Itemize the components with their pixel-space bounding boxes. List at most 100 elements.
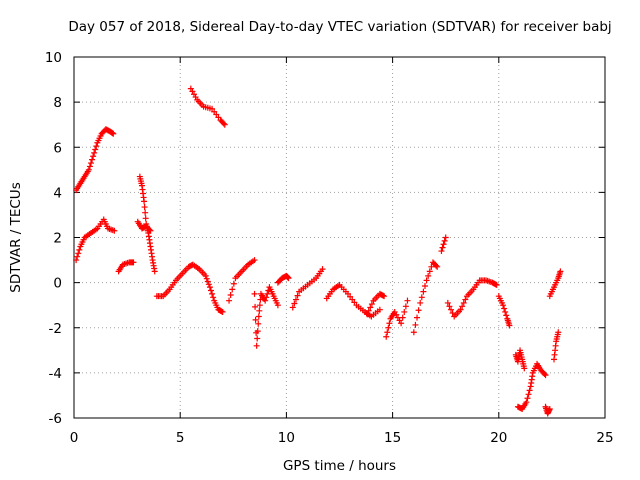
data-point — [230, 280, 237, 287]
data-point — [130, 259, 137, 266]
data-point — [146, 226, 153, 233]
data-point — [501, 305, 508, 312]
data-point — [546, 405, 553, 412]
data-point — [319, 266, 326, 273]
data-point — [229, 286, 236, 293]
data-point — [434, 263, 441, 270]
data-point — [503, 312, 510, 319]
data-point — [440, 241, 447, 248]
x-tick-label: 20 — [490, 430, 507, 446]
series-arc-14 — [383, 297, 411, 340]
data-point — [87, 160, 94, 167]
data-point — [289, 304, 296, 311]
data-point — [386, 320, 393, 327]
series-arc-01 — [73, 126, 117, 194]
data-point — [219, 308, 226, 315]
series-arc-15 — [410, 259, 441, 336]
data-point — [76, 246, 83, 253]
data-point — [502, 308, 509, 315]
data-point — [73, 257, 80, 264]
data-point — [525, 391, 532, 398]
data-point — [401, 308, 408, 315]
y-axis-label: SDTVAR / TECUs — [8, 182, 24, 292]
data-point — [92, 146, 99, 153]
data-point — [205, 281, 212, 288]
series-arc-05 — [134, 218, 154, 234]
data-point — [294, 292, 301, 299]
data-point — [433, 262, 440, 269]
data-point — [262, 297, 269, 304]
data-point — [404, 297, 411, 304]
series-arc-22 — [546, 268, 564, 300]
data-point — [438, 248, 445, 255]
data-point — [398, 320, 405, 327]
axis-ticks: 0 5 10 15 20 25 -6 -4 -2 0 2 4 6 8 10 — [45, 50, 614, 446]
data-point — [457, 306, 464, 313]
x-axis-label: GPS time / hours — [283, 458, 396, 474]
data-point — [423, 277, 430, 284]
data-point — [252, 316, 259, 323]
series-arc-17 — [444, 277, 500, 320]
data-point — [253, 342, 260, 349]
data-point — [226, 297, 233, 304]
data-point — [367, 304, 374, 311]
data-point — [555, 329, 562, 336]
series-arc-18 — [495, 293, 513, 329]
y-tick-label: 4 — [53, 185, 62, 201]
data-point — [142, 209, 149, 216]
data-point — [426, 268, 433, 275]
data-point — [365, 307, 372, 314]
series-arc-06 — [153, 261, 226, 315]
data-points — [73, 85, 564, 417]
y-tick-label: 6 — [53, 140, 62, 156]
data-point — [85, 166, 92, 173]
series-arc-10 — [274, 272, 292, 286]
data-point — [417, 299, 424, 306]
data-point — [256, 302, 263, 309]
data-point — [383, 333, 390, 340]
data-point — [147, 227, 154, 234]
series-arc-07 — [187, 85, 228, 128]
data-point — [410, 329, 417, 336]
data-point — [524, 395, 531, 402]
data-point — [220, 120, 227, 127]
data-point — [421, 283, 428, 290]
data-point — [439, 244, 446, 251]
grid-lines — [74, 57, 605, 418]
y-tick-label: 10 — [45, 50, 62, 66]
data-point — [412, 321, 419, 328]
data-point — [252, 303, 259, 310]
data-point — [291, 300, 298, 307]
series-arc-11 — [289, 266, 326, 311]
data-point — [506, 322, 513, 329]
series-arc-16 — [438, 234, 449, 255]
series-arc-21 — [542, 403, 553, 417]
data-point — [444, 299, 451, 306]
series-arc-08 — [226, 257, 258, 304]
series-arc-12 — [323, 281, 383, 320]
data-point — [210, 294, 217, 301]
data-point — [414, 314, 421, 321]
series-arc-02 — [73, 216, 118, 264]
data-point — [557, 268, 564, 275]
data-point — [425, 272, 432, 279]
data-point — [376, 306, 383, 313]
data-point — [459, 303, 466, 310]
data-point — [446, 303, 453, 310]
data-point — [141, 198, 148, 205]
data-point — [364, 311, 371, 318]
data-point — [381, 293, 388, 300]
data-point — [74, 253, 81, 260]
data-point — [93, 143, 100, 150]
data-point — [90, 153, 97, 160]
data-point — [448, 306, 455, 313]
data-point — [254, 328, 261, 335]
series-arc-03 — [115, 259, 137, 275]
y-tick-label: 2 — [53, 231, 62, 247]
data-point — [274, 302, 281, 309]
data-point — [227, 292, 234, 299]
chart-title: Day 057 of 2018, Sidereal Day-to-day VTE… — [68, 19, 611, 35]
data-point — [75, 250, 82, 257]
data-point — [542, 372, 549, 379]
